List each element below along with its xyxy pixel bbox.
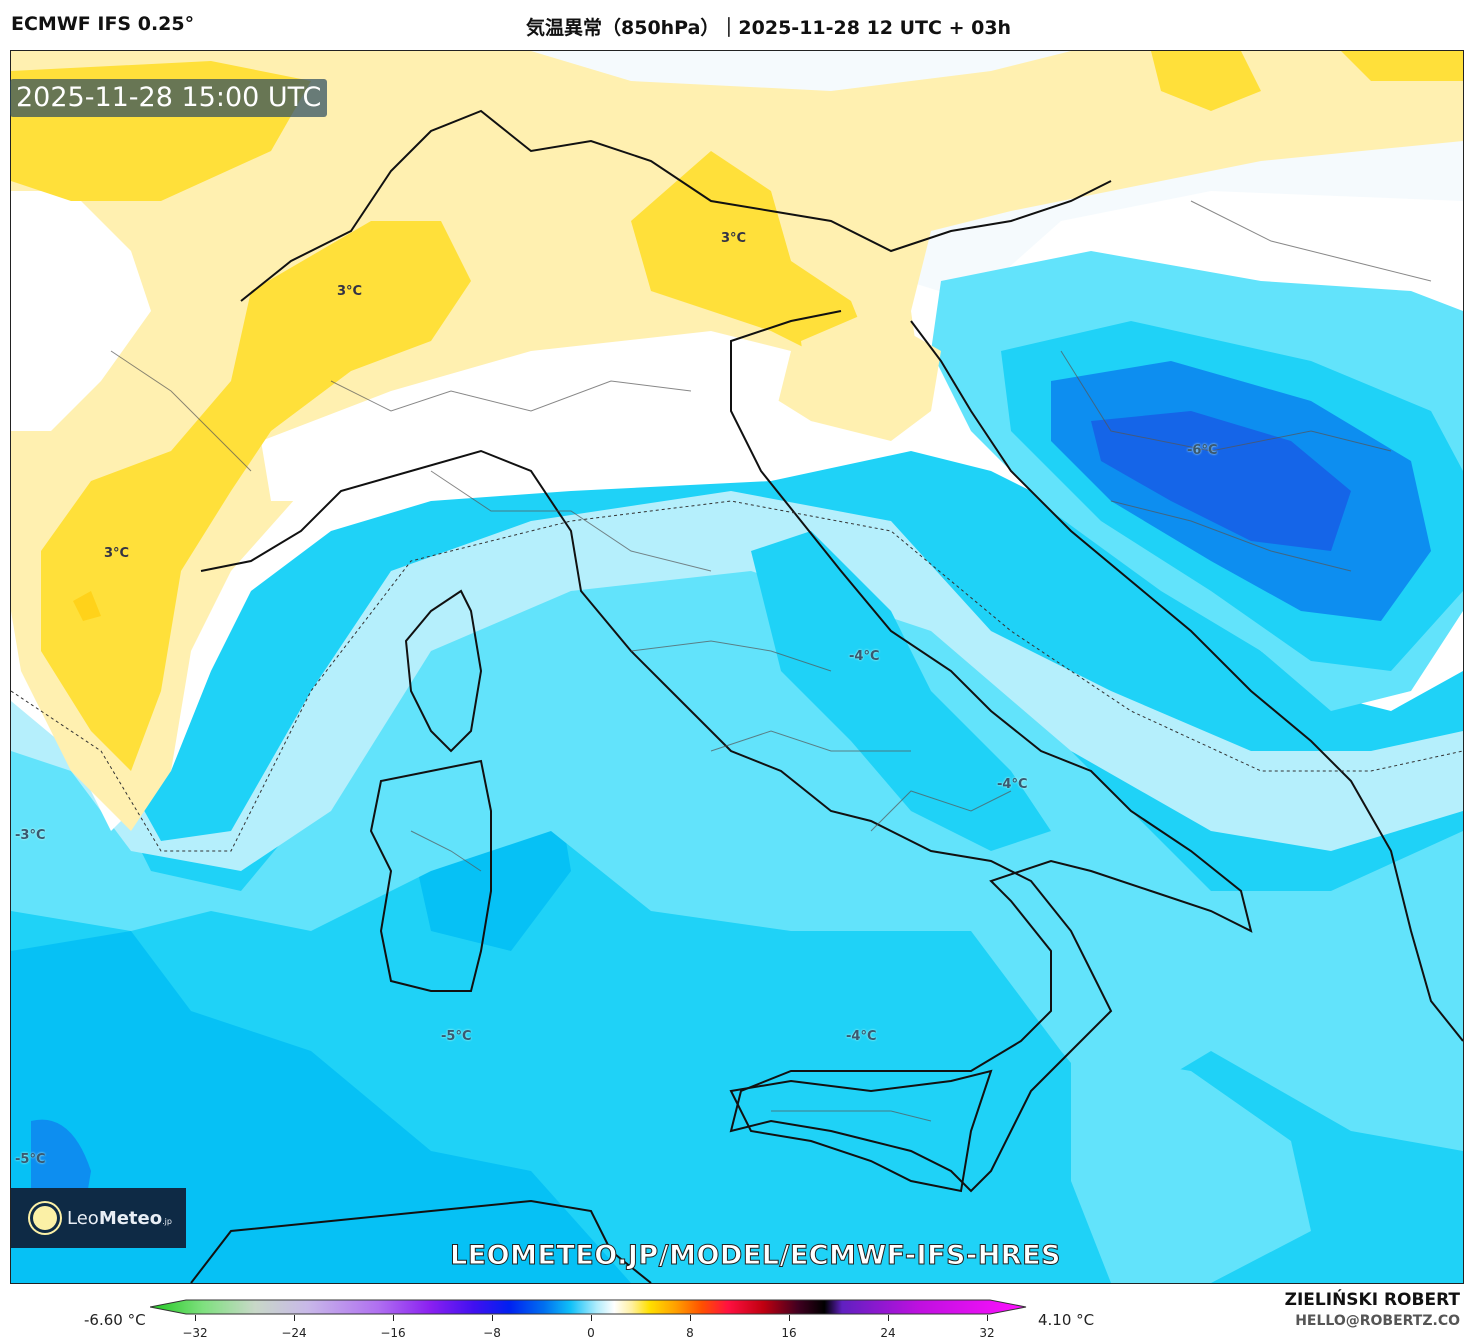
colorbar-tick: −8 bbox=[483, 1326, 501, 1340]
colorbar-tick: −16 bbox=[380, 1326, 406, 1340]
colorbar-min-label: -6.60 °C bbox=[84, 1311, 146, 1329]
contour-label: -3°C bbox=[15, 828, 46, 843]
colorbar-tick: −24 bbox=[281, 1326, 307, 1340]
contour-label: -5°C bbox=[15, 1152, 46, 1167]
source-url-watermark: LEOMETEO.JP/MODEL/ECMWF-IFS-HRES bbox=[450, 1240, 1061, 1272]
colorbar-tick: −32 bbox=[182, 1326, 208, 1340]
contour-label: 3°C bbox=[104, 546, 130, 561]
contour-label: -4°C bbox=[997, 777, 1028, 792]
anomaly-map: 3°C 3°C 3°C -6°C -4°C -4°C -3°C -5°C -4°… bbox=[10, 50, 1464, 1284]
colorbar-tick: 8 bbox=[686, 1326, 694, 1340]
colorbar-max-label: 4.10 °C bbox=[1038, 1311, 1095, 1329]
colorbar-tick: 0 bbox=[587, 1326, 595, 1340]
chart-title: 気温異常（850hPa）｜2025-11-28 12 UTC + 03h bbox=[526, 17, 1012, 39]
contour-label: -5°C bbox=[441, 1029, 472, 1044]
leometeo-logo: LeoMeteo.jp bbox=[11, 1188, 186, 1248]
colorbar-tick: 24 bbox=[880, 1326, 896, 1340]
contour-label: -4°C bbox=[846, 1029, 877, 1044]
author-credit: ZIELIŃSKI ROBERT bbox=[1284, 1290, 1460, 1310]
contour-label: -4°C bbox=[849, 649, 880, 664]
author-email: HELLO@ROBERTZ.CO bbox=[1295, 1313, 1460, 1329]
colorbar bbox=[150, 1299, 1027, 1315]
model-name: ECMWF IFS 0.25° bbox=[11, 13, 195, 35]
colorbar-tick: 32 bbox=[979, 1326, 995, 1340]
contour-label: 3°C bbox=[337, 284, 363, 299]
logo-text: LeoMeteo.jp bbox=[67, 1207, 172, 1229]
colorbar-tick: 16 bbox=[781, 1326, 797, 1340]
sun-icon bbox=[33, 1206, 57, 1230]
contour-label: 3°C bbox=[721, 231, 747, 246]
contour-label: -6°C bbox=[1187, 443, 1218, 458]
valid-time-badge: 2025-11-28 15:00 UTC bbox=[10, 79, 328, 117]
